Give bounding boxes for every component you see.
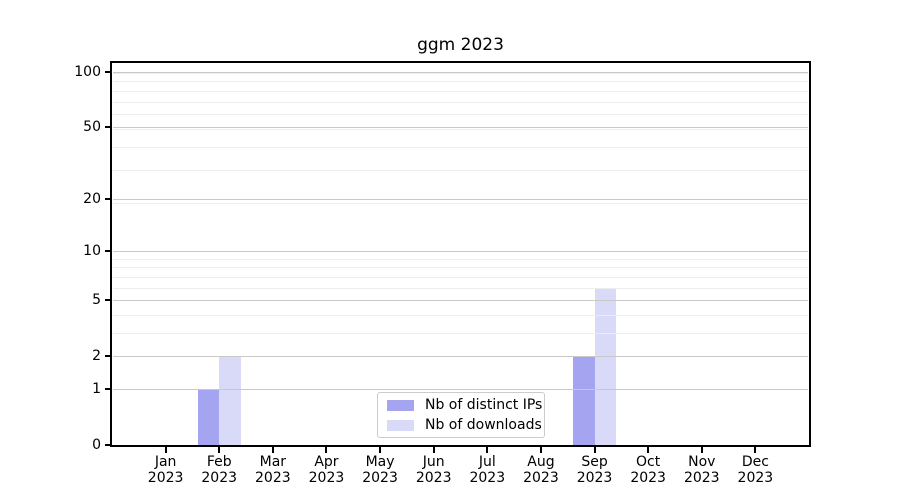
x-tick-label-nov: Nov 2023 [683, 454, 720, 486]
minor-gridline [113, 258, 808, 260]
x-tick-label-mar: Mar 2023 [255, 454, 291, 486]
y-tick-mark [105, 250, 112, 253]
y-tick-label: 100 [74, 63, 101, 80]
x-tick-label-apr: Apr 2023 [308, 454, 345, 486]
x-tick-mark [325, 447, 328, 453]
x-tick-mark [271, 447, 274, 453]
chart-title: ggm 2023 [417, 35, 504, 55]
y-tick-mark [105, 387, 112, 390]
legend-swatch-distinct-ips [387, 399, 414, 411]
minor-gridline [113, 332, 808, 334]
minor-gridline [113, 287, 808, 289]
minor-gridline [113, 314, 808, 316]
major-gridline [113, 356, 808, 358]
y-tick-label: 50 [83, 119, 101, 136]
x-tick-mark [754, 447, 757, 453]
legend-label-downloads: Nb of downloads [425, 417, 542, 433]
y-tick-mark [105, 444, 112, 446]
y-tick-label: 0 [92, 437, 101, 453]
minor-gridline [113, 114, 808, 116]
x-tick-mark [218, 447, 221, 453]
major-gridline [113, 127, 808, 129]
minor-gridline [113, 90, 808, 92]
bar-nb-of-distinct-ips-feb [197, 388, 220, 445]
y-tick-mark [105, 299, 112, 302]
bar-nb-of-distinct-ips-sep [573, 356, 595, 445]
minor-gridline [113, 202, 808, 204]
y-tick-label: 10 [83, 243, 101, 260]
x-tick-label-jul: Jul 2023 [469, 454, 506, 486]
x-tick-mark [593, 447, 596, 453]
x-tick-mark [432, 447, 435, 453]
x-tick-label-feb: Feb 2023 [201, 454, 238, 486]
major-gridline [113, 251, 808, 253]
x-tick-label-oct: Oct 2023 [630, 454, 666, 486]
bar-nb-of-downloads-feb [219, 356, 241, 445]
minor-gridline [113, 146, 808, 148]
legend-item-downloads: Nb of downloads [387, 417, 544, 433]
legend-swatch-downloads [387, 419, 414, 431]
y-tick-mark [105, 355, 112, 358]
minor-gridline [113, 267, 808, 269]
legend-label-distinct-ips: Nb of distinct IPs [425, 397, 543, 413]
x-tick-mark [486, 447, 489, 453]
minor-gridline [113, 72, 808, 74]
plot-frame [110, 61, 811, 447]
minor-gridline [113, 81, 808, 83]
legend: Nb of distinct IPs Nb of downloads [377, 392, 545, 438]
bar-nb-of-downloads-sep [594, 287, 616, 445]
minor-gridline [113, 128, 808, 130]
x-tick-label-sep: Sep 2023 [576, 454, 613, 486]
y-tick-mark [105, 197, 112, 200]
x-tick-label-dec: Dec 2023 [737, 454, 774, 486]
x-tick-label-may: May 2023 [362, 454, 398, 486]
minor-gridline [113, 101, 808, 103]
x-tick-mark [379, 447, 382, 453]
major-gridline [113, 388, 808, 390]
x-tick-label-jun: Jun 2023 [415, 454, 452, 486]
minor-gridline [113, 276, 808, 278]
major-gridline [113, 71, 808, 73]
x-tick-mark [539, 447, 542, 453]
x-tick-mark [164, 447, 167, 453]
x-tick-mark [700, 447, 703, 453]
y-tick-mark [105, 126, 112, 129]
y-tick-label: 5 [92, 292, 101, 309]
x-tick-mark [647, 447, 650, 453]
y-tick-mark [105, 70, 112, 73]
minor-gridline [113, 170, 808, 172]
y-tick-label: 20 [83, 190, 101, 207]
x-tick-label-aug: Aug 2023 [523, 454, 559, 486]
y-tick-label: 2 [92, 348, 101, 365]
major-gridline [113, 300, 808, 302]
y-tick-label: 1 [92, 380, 101, 397]
legend-item-distinct-ips: Nb of distinct IPs [387, 397, 544, 413]
major-gridline [113, 198, 808, 200]
x-tick-label-jan: Jan 2023 [147, 454, 184, 486]
